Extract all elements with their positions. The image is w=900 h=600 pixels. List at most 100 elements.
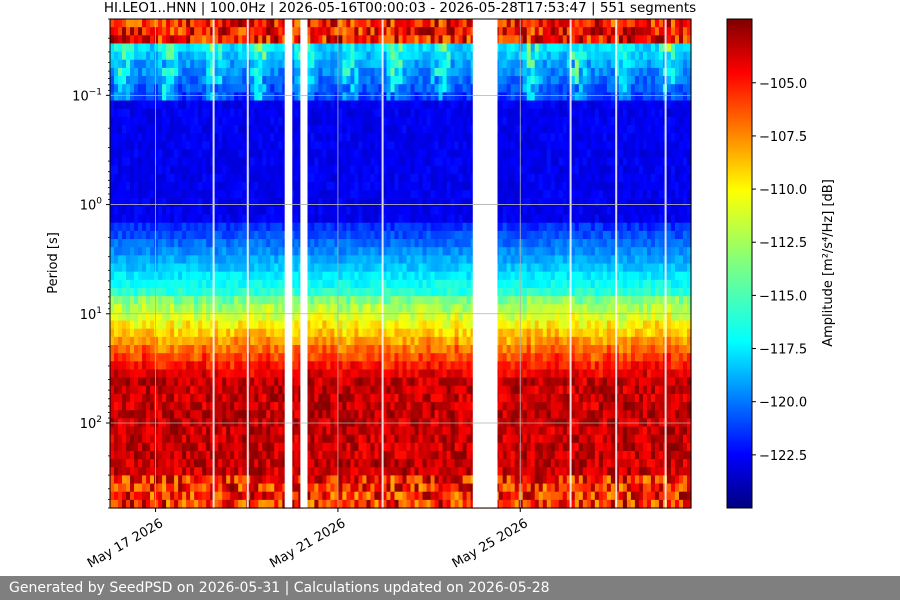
heatmap-cell (206, 100, 211, 110)
heatmap-cell (262, 35, 267, 45)
heatmap-cell (158, 442, 163, 452)
heatmap-cell (118, 263, 123, 273)
heatmap-cell (242, 149, 247, 159)
heatmap-cell (438, 84, 444, 93)
heatmap-cell (230, 84, 235, 93)
heatmap-cell (218, 304, 223, 313)
heatmap-cell (250, 296, 255, 305)
heatmap-cell (238, 182, 243, 191)
heatmap-cell (394, 182, 400, 191)
heatmap-cell (210, 377, 215, 387)
heatmap-cell (158, 100, 163, 110)
heatmap-cell (278, 59, 283, 69)
heatmap-cell (426, 434, 432, 444)
heatmap-cell (306, 336, 311, 346)
heatmap-cell (206, 76, 211, 85)
heatmap-cell (294, 263, 299, 273)
heatmap-cell (178, 43, 183, 53)
heatmap-cell (182, 149, 187, 159)
heatmap-cell (118, 59, 123, 69)
heatmap-cell (390, 491, 396, 501)
heatmap-cell (126, 108, 131, 118)
heatmap-cell (250, 279, 255, 289)
heatmap-cell (306, 92, 311, 102)
heatmap-cell (390, 255, 396, 265)
heatmap-cell (342, 434, 348, 444)
heatmap-cell (254, 35, 259, 45)
heatmap-cell (318, 369, 323, 379)
heatmap-cell (274, 459, 279, 468)
heatmap-cell (130, 336, 135, 346)
heatmap-cell (330, 84, 335, 93)
heatmap-cell (206, 133, 211, 142)
heatmap-cell (126, 312, 131, 322)
heatmap-cell (314, 304, 319, 313)
heatmap-cell (354, 157, 360, 167)
heatmap-cell (270, 377, 275, 387)
heatmap-cell (402, 312, 408, 322)
heatmap-cell (306, 499, 311, 509)
heatmap-cell (150, 475, 155, 485)
heatmap-cell (274, 491, 279, 501)
heatmap-cell (338, 459, 343, 468)
heatmap-cell (162, 141, 167, 150)
heatmap-cell (314, 35, 319, 45)
heatmap-cell (334, 336, 339, 346)
heatmap-cell (134, 377, 139, 387)
heatmap-cell (226, 84, 231, 93)
heatmap-cell (430, 450, 436, 460)
heatmap-cell (118, 475, 123, 485)
heatmap-cell (134, 35, 139, 45)
heatmap-cell (326, 149, 331, 159)
heatmap-cell (334, 263, 339, 273)
heatmap-cell (430, 402, 436, 411)
heatmap-cell (274, 377, 279, 387)
heatmap-cell (322, 459, 327, 468)
heatmap-cell (262, 328, 267, 338)
heatmap-cell (158, 19, 163, 28)
heatmap-cell (198, 239, 203, 248)
heatmap-cell (242, 84, 247, 93)
heatmap-cell (154, 385, 159, 395)
heatmap-cell (270, 173, 275, 183)
heatmap-cell (214, 214, 219, 224)
heatmap-cell (358, 459, 364, 468)
heatmap-cell (282, 434, 287, 444)
heatmap-cell (378, 271, 384, 281)
heatmap-cell (390, 67, 396, 77)
heatmap-cell (242, 133, 247, 142)
heatmap-cell (214, 173, 219, 183)
heatmap-cell (130, 287, 135, 297)
heatmap-cell (266, 116, 271, 126)
heatmap-cell (118, 442, 123, 452)
heatmap-cell (434, 442, 440, 452)
heatmap-cell (190, 108, 195, 118)
heatmap-cell (426, 499, 432, 509)
heatmap-cell (346, 312, 352, 322)
heatmap-cell (170, 345, 175, 354)
heatmap-cell (186, 499, 191, 509)
heatmap-cell (210, 116, 215, 126)
heatmap-cell (282, 410, 287, 419)
heatmap-cell (218, 328, 223, 338)
heatmap-cell (342, 426, 348, 436)
heatmap-cell (146, 239, 151, 248)
heatmap-cell (382, 255, 388, 265)
heatmap-cell (282, 141, 287, 150)
heatmap-cell (250, 442, 255, 452)
heatmap-cell (322, 239, 327, 248)
heatmap-cell (150, 35, 155, 45)
heatmap-cell (238, 222, 243, 232)
heatmap-cell (338, 206, 343, 216)
heatmap-cell (314, 165, 319, 175)
heatmap-cell (178, 141, 183, 150)
heatmap-cell (370, 133, 376, 142)
heatmap-cell (162, 190, 167, 199)
heatmap-cell (438, 190, 444, 199)
heatmap-cell (370, 222, 376, 232)
heatmap-cell (222, 361, 227, 371)
heatmap-cell (202, 198, 207, 208)
heatmap-cell (398, 361, 404, 371)
heatmap-cell (230, 92, 235, 102)
heatmap-cell (318, 214, 323, 224)
